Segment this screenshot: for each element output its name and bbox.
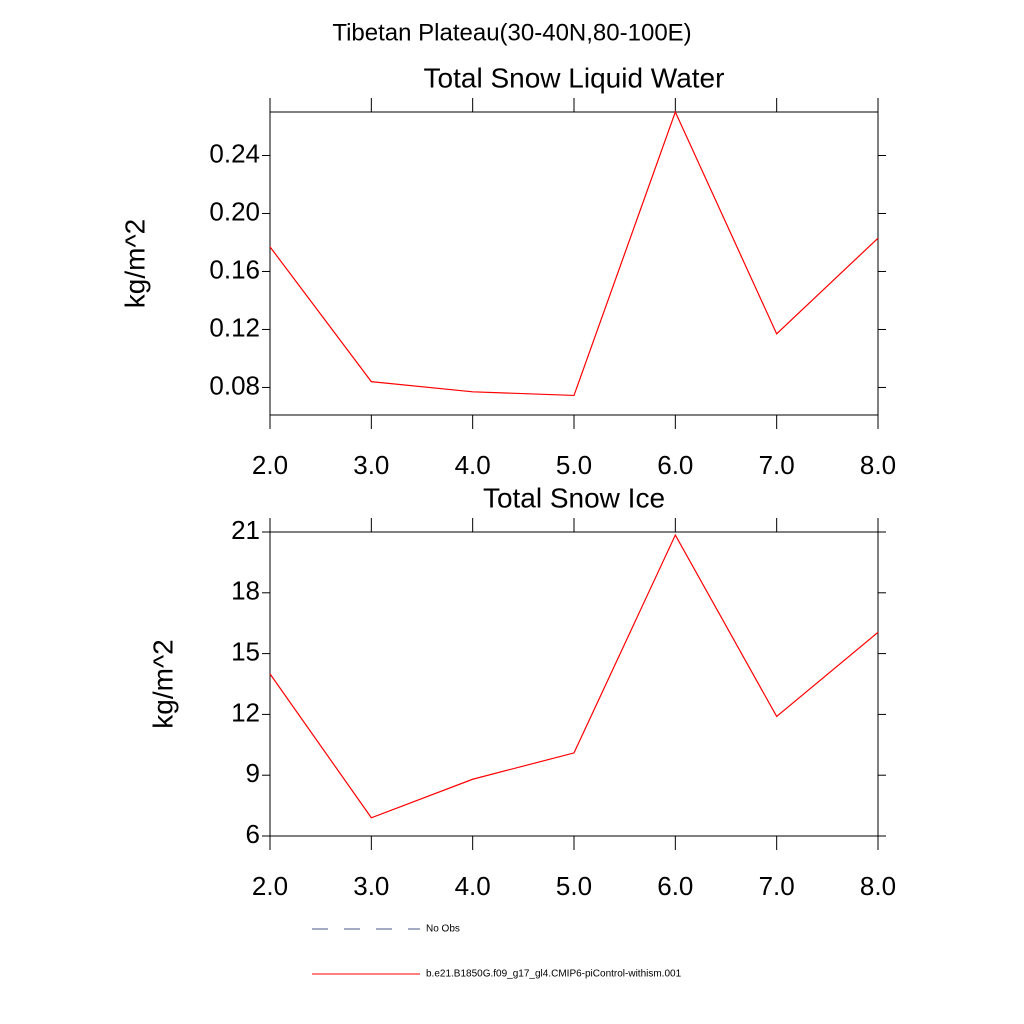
y-tick-label: 9 bbox=[246, 758, 260, 788]
chart-title: Total Snow Liquid Water bbox=[424, 62, 725, 93]
data-line bbox=[269, 533, 879, 819]
y-tick-label: 15 bbox=[231, 636, 260, 666]
x-tick-label: 7.0 bbox=[759, 871, 795, 901]
x-tick-label: 3.0 bbox=[353, 871, 389, 901]
x-tick-label: 5.0 bbox=[556, 450, 592, 480]
y-tick-label: 0.24 bbox=[209, 138, 260, 168]
y-axis-label: kg/m^2 bbox=[119, 219, 150, 308]
figure-title: Tibetan Plateau(30-40N,80-100E) bbox=[332, 19, 691, 46]
x-tick-label: 8.0 bbox=[860, 871, 896, 901]
x-tick-label: 6.0 bbox=[657, 871, 693, 901]
x-tick-label: 6.0 bbox=[657, 450, 693, 480]
x-tick-label: 3.0 bbox=[353, 450, 389, 480]
y-tick-label: 12 bbox=[231, 697, 260, 727]
x-tick-label: 7.0 bbox=[759, 450, 795, 480]
y-axis-label: kg/m^2 bbox=[147, 639, 178, 728]
y-tick-label: 6 bbox=[246, 819, 260, 849]
legend-label: b.e21.B1850G.f09_g17_gl4.CMIP6-piControl… bbox=[426, 969, 682, 980]
chart-title: Total Snow Ice bbox=[483, 482, 665, 513]
x-tick-label: 5.0 bbox=[556, 871, 592, 901]
plot-frame bbox=[269, 531, 879, 837]
legend-label: No Obs bbox=[426, 924, 460, 935]
x-tick-label: 4.0 bbox=[455, 450, 491, 480]
data-line bbox=[269, 110, 879, 397]
y-tick-label: 0.20 bbox=[209, 196, 260, 226]
x-tick-label: 2.0 bbox=[252, 450, 288, 480]
y-tick-label: 21 bbox=[231, 515, 260, 545]
y-tick-label: 18 bbox=[231, 576, 260, 606]
x-tick-label: 8.0 bbox=[860, 450, 896, 480]
y-tick-label: 0.08 bbox=[209, 370, 260, 400]
x-tick-label: 2.0 bbox=[252, 871, 288, 901]
plot-frame bbox=[269, 111, 879, 416]
y-tick-label: 0.16 bbox=[209, 254, 260, 284]
y-tick-label: 0.12 bbox=[209, 312, 260, 342]
x-tick-label: 4.0 bbox=[455, 871, 491, 901]
